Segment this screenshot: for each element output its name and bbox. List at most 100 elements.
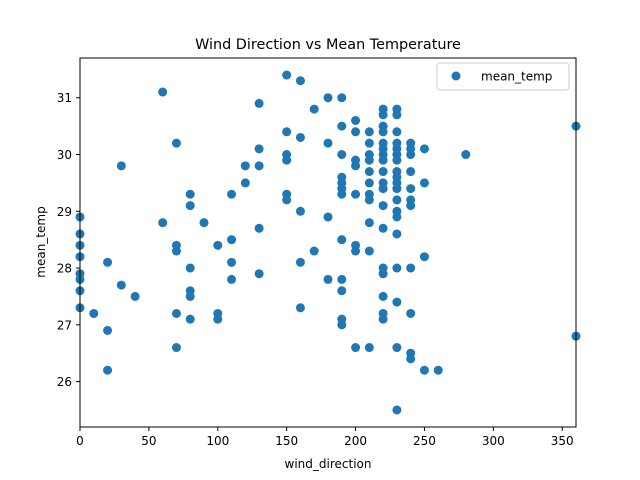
data-point (378, 110, 388, 120)
x-tick-label: 150 (275, 434, 298, 448)
data-point (351, 189, 361, 199)
data-point (364, 127, 374, 137)
data-point (392, 127, 402, 137)
data-point (254, 223, 264, 233)
data-point (337, 274, 347, 284)
points-layer (75, 70, 581, 415)
data-point (406, 150, 416, 160)
data-point (406, 167, 416, 177)
data-point (185, 263, 195, 273)
data-point (295, 132, 305, 142)
data-point (323, 274, 333, 284)
data-point (213, 240, 223, 250)
data-point (171, 138, 181, 148)
data-point (171, 308, 181, 318)
data-point (351, 127, 361, 137)
data-point (254, 98, 264, 108)
data-point (130, 291, 140, 301)
data-point (419, 178, 429, 188)
data-point (89, 308, 99, 318)
data-point (295, 303, 305, 313)
y-tick-label: 29 (57, 205, 72, 219)
data-point (392, 297, 402, 307)
data-point (309, 104, 319, 114)
data-point (199, 218, 209, 228)
data-point (378, 269, 388, 279)
legend-box (436, 62, 570, 91)
legend-label: mean_temp (481, 70, 552, 84)
x-tick-label: 300 (482, 434, 505, 448)
data-point (378, 184, 388, 194)
y-tick-label: 31 (57, 91, 72, 105)
data-point (351, 161, 361, 171)
data-point (185, 291, 195, 301)
data-point (103, 325, 113, 335)
data-point (406, 201, 416, 211)
x-tick-label: 250 (413, 434, 436, 448)
data-point (378, 291, 388, 301)
x-axis: 0 50 100 150 200 250 300 350 (76, 427, 574, 448)
data-point (309, 246, 319, 256)
data-point (419, 365, 429, 375)
data-point (337, 320, 347, 330)
data-point (364, 138, 374, 148)
data-point (364, 167, 374, 177)
data-point (351, 246, 361, 256)
chart-title: Wind Direction vs Mean Temperature (195, 37, 461, 53)
data-point (364, 155, 374, 165)
x-tick-label: 350 (551, 434, 574, 448)
data-point (323, 212, 333, 222)
data-point (392, 229, 402, 239)
data-point (461, 150, 471, 160)
data-point (419, 252, 429, 262)
data-point (406, 308, 416, 318)
data-point (406, 184, 416, 194)
data-point (254, 161, 264, 171)
data-point (295, 257, 305, 267)
x-tick-label: 200 (344, 434, 367, 448)
data-point (392, 212, 402, 222)
x-tick-label: 100 (206, 434, 229, 448)
data-point (392, 184, 402, 194)
data-point (171, 343, 181, 353)
data-point (116, 280, 126, 290)
data-point (378, 223, 388, 233)
data-point (378, 155, 388, 165)
data-point (378, 314, 388, 324)
data-point (364, 178, 374, 188)
data-point (213, 314, 223, 324)
y-tick-label: 26 (57, 375, 72, 389)
data-point (103, 257, 113, 267)
data-point (364, 195, 374, 205)
data-point (378, 167, 388, 177)
data-point (185, 201, 195, 211)
data-point (392, 155, 402, 165)
legend: mean_temp (436, 62, 570, 91)
data-point (240, 178, 250, 188)
data-point (392, 405, 402, 415)
data-point (295, 206, 305, 216)
data-point (254, 144, 264, 154)
data-point (337, 189, 347, 199)
data-point (282, 127, 292, 137)
data-point (378, 201, 388, 211)
data-point (227, 274, 237, 284)
data-point (392, 110, 402, 120)
y-axis-title: mean_temp (34, 206, 48, 277)
data-point (282, 195, 292, 205)
data-point (378, 127, 388, 137)
x-tick-label: 50 (141, 434, 156, 448)
data-point (185, 314, 195, 324)
data-point (282, 155, 292, 165)
x-axis-title: wind_direction (285, 457, 372, 471)
data-point (282, 70, 292, 80)
data-point (406, 263, 416, 273)
data-point (158, 218, 168, 228)
data-point (240, 161, 250, 171)
data-point (227, 257, 237, 267)
data-point (337, 286, 347, 296)
data-point (337, 235, 347, 245)
data-point (406, 354, 416, 364)
data-point (351, 343, 361, 353)
data-point (364, 218, 374, 228)
